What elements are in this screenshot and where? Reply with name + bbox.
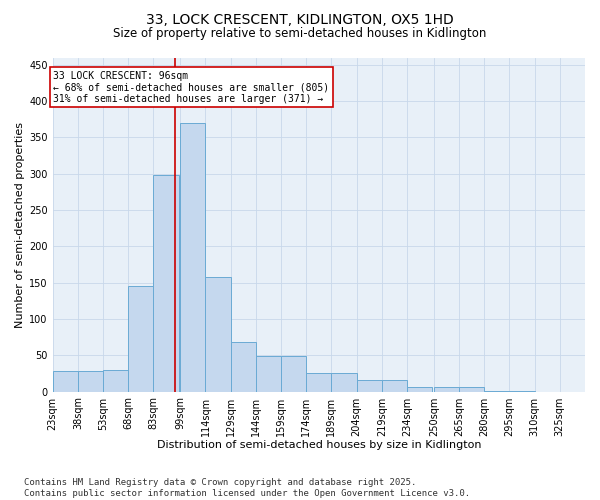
Text: Size of property relative to semi-detached houses in Kidlington: Size of property relative to semi-detach…	[113, 28, 487, 40]
Bar	[128, 286, 154, 392]
Bar	[331, 374, 356, 392]
Bar	[356, 380, 382, 392]
Bar	[509, 391, 535, 392]
Bar	[53, 372, 78, 392]
Bar	[230, 342, 256, 392]
Bar	[306, 374, 331, 392]
Text: Contains HM Land Registry data © Crown copyright and database right 2025.
Contai: Contains HM Land Registry data © Crown c…	[24, 478, 470, 498]
Bar	[434, 387, 459, 392]
Y-axis label: Number of semi-detached properties: Number of semi-detached properties	[15, 122, 25, 328]
Bar	[484, 391, 509, 392]
Bar	[180, 123, 205, 392]
Bar	[103, 370, 128, 392]
Bar	[78, 370, 103, 392]
X-axis label: Distribution of semi-detached houses by size in Kidlington: Distribution of semi-detached houses by …	[157, 440, 481, 450]
Bar	[459, 387, 484, 392]
Bar	[256, 356, 281, 392]
Bar	[281, 356, 306, 392]
Text: 33, LOCK CRESCENT, KIDLINGTON, OX5 1HD: 33, LOCK CRESCENT, KIDLINGTON, OX5 1HD	[146, 12, 454, 26]
Bar	[154, 175, 179, 392]
Bar	[382, 380, 407, 392]
Bar	[407, 387, 432, 392]
Bar	[205, 277, 230, 392]
Text: 33 LOCK CRESCENT: 96sqm
← 68% of semi-detached houses are smaller (805)
31% of s: 33 LOCK CRESCENT: 96sqm ← 68% of semi-de…	[53, 70, 329, 104]
